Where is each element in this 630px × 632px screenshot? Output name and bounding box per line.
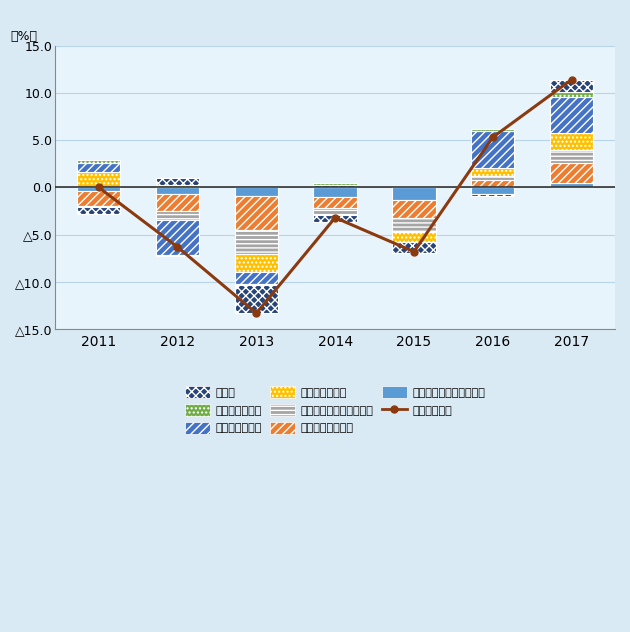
Bar	[234, 272, 278, 284]
Bar	[471, 129, 515, 131]
Bar	[550, 92, 593, 97]
Bar	[234, 284, 278, 285]
Bar	[314, 183, 357, 185]
Bar	[392, 242, 436, 253]
Bar	[392, 187, 436, 200]
Bar	[156, 187, 199, 194]
Bar	[234, 187, 278, 196]
Bar	[234, 253, 278, 272]
Bar	[314, 208, 357, 215]
Bar	[77, 206, 120, 207]
Bar	[392, 200, 436, 217]
Bar	[77, 173, 120, 187]
Bar	[471, 194, 515, 196]
Bar	[550, 183, 593, 187]
Bar	[392, 232, 436, 242]
Bar	[77, 207, 120, 214]
Bar	[550, 97, 593, 133]
Bar	[471, 180, 515, 187]
Text: （%）: （%）	[11, 30, 38, 43]
Bar	[471, 176, 515, 180]
Bar	[156, 255, 199, 257]
Bar	[156, 185, 199, 187]
Bar	[77, 187, 120, 191]
Bar	[234, 230, 278, 253]
Bar	[392, 217, 436, 232]
Bar	[156, 178, 199, 185]
Bar	[550, 163, 593, 183]
Bar	[471, 169, 515, 176]
Bar	[550, 80, 593, 92]
Bar	[550, 133, 593, 150]
Bar	[392, 186, 436, 187]
Bar	[234, 285, 278, 313]
Bar	[314, 187, 357, 197]
Bar	[234, 196, 278, 230]
Bar	[471, 187, 515, 194]
Bar	[77, 191, 120, 206]
Bar	[77, 163, 120, 173]
Bar	[550, 150, 593, 163]
Bar	[314, 185, 357, 187]
Bar	[77, 160, 120, 163]
Bar	[314, 215, 357, 222]
Bar	[156, 219, 199, 255]
Bar	[156, 194, 199, 211]
Bar	[156, 211, 199, 219]
Bar	[471, 131, 515, 169]
Bar	[314, 197, 357, 208]
Legend: その他, 産業用ロボット, 半導体製造機器, 計測器・計器類, その他の電気・電子部品, 半導体等電子部品, コンピュータ・周辺機器, 前年比変化率: その他, 産業用ロボット, 半導体製造機器, 計測器・計器類, その他の電気・電…	[182, 383, 488, 437]
